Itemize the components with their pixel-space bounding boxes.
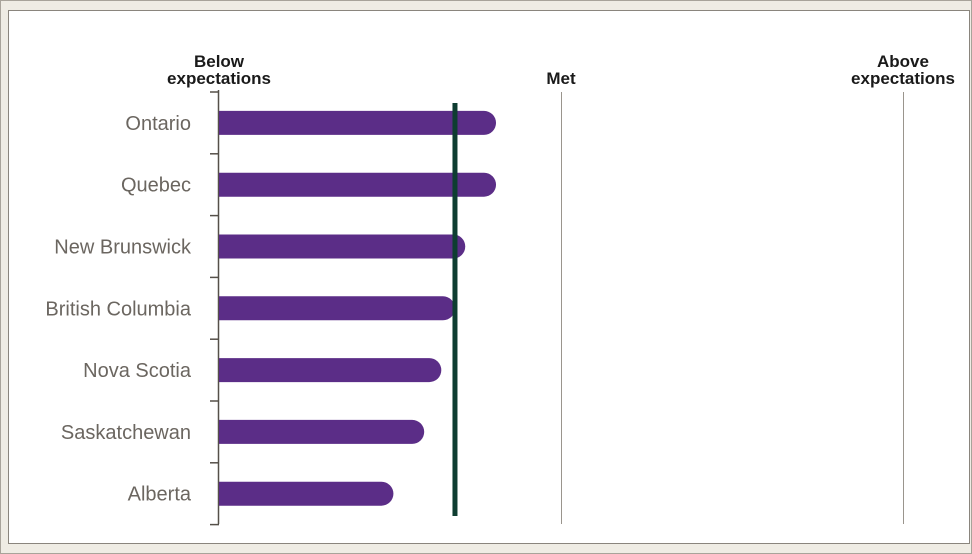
grid-layer [561, 92, 904, 524]
scale-label-1-line-0: Met [546, 69, 576, 88]
bar-5 [219, 419, 425, 444]
category-label-1: Quebec [121, 175, 191, 197]
bar-0 [219, 110, 497, 135]
bar-3 [219, 296, 455, 321]
label-layer: Ontario Quebec New Brunswick British Columb… [45, 52, 955, 506]
axis-layer [210, 90, 220, 526]
category-label-4: Nova Scotia [83, 360, 192, 382]
bar-6 [219, 481, 394, 506]
bar-layer [219, 110, 497, 506]
bar-2 [219, 234, 466, 259]
scale-label-2-line-0: Above [877, 52, 929, 71]
category-label-0: Ontario [125, 113, 191, 135]
bar-4 [219, 358, 442, 383]
scale-label-0-line-1: expectations [167, 69, 271, 88]
scale-label-0-line-0: Below [194, 52, 245, 71]
chart-panel [8, 10, 970, 544]
category-label-5: Saskatchewan [61, 422, 191, 444]
category-label-6: Alberta [128, 484, 192, 506]
category-label-3: British Columbia [45, 298, 191, 320]
bar-1 [219, 172, 497, 197]
scale-label-2-line-1: expectations [851, 69, 955, 88]
category-label-2: New Brunswick [54, 237, 192, 259]
